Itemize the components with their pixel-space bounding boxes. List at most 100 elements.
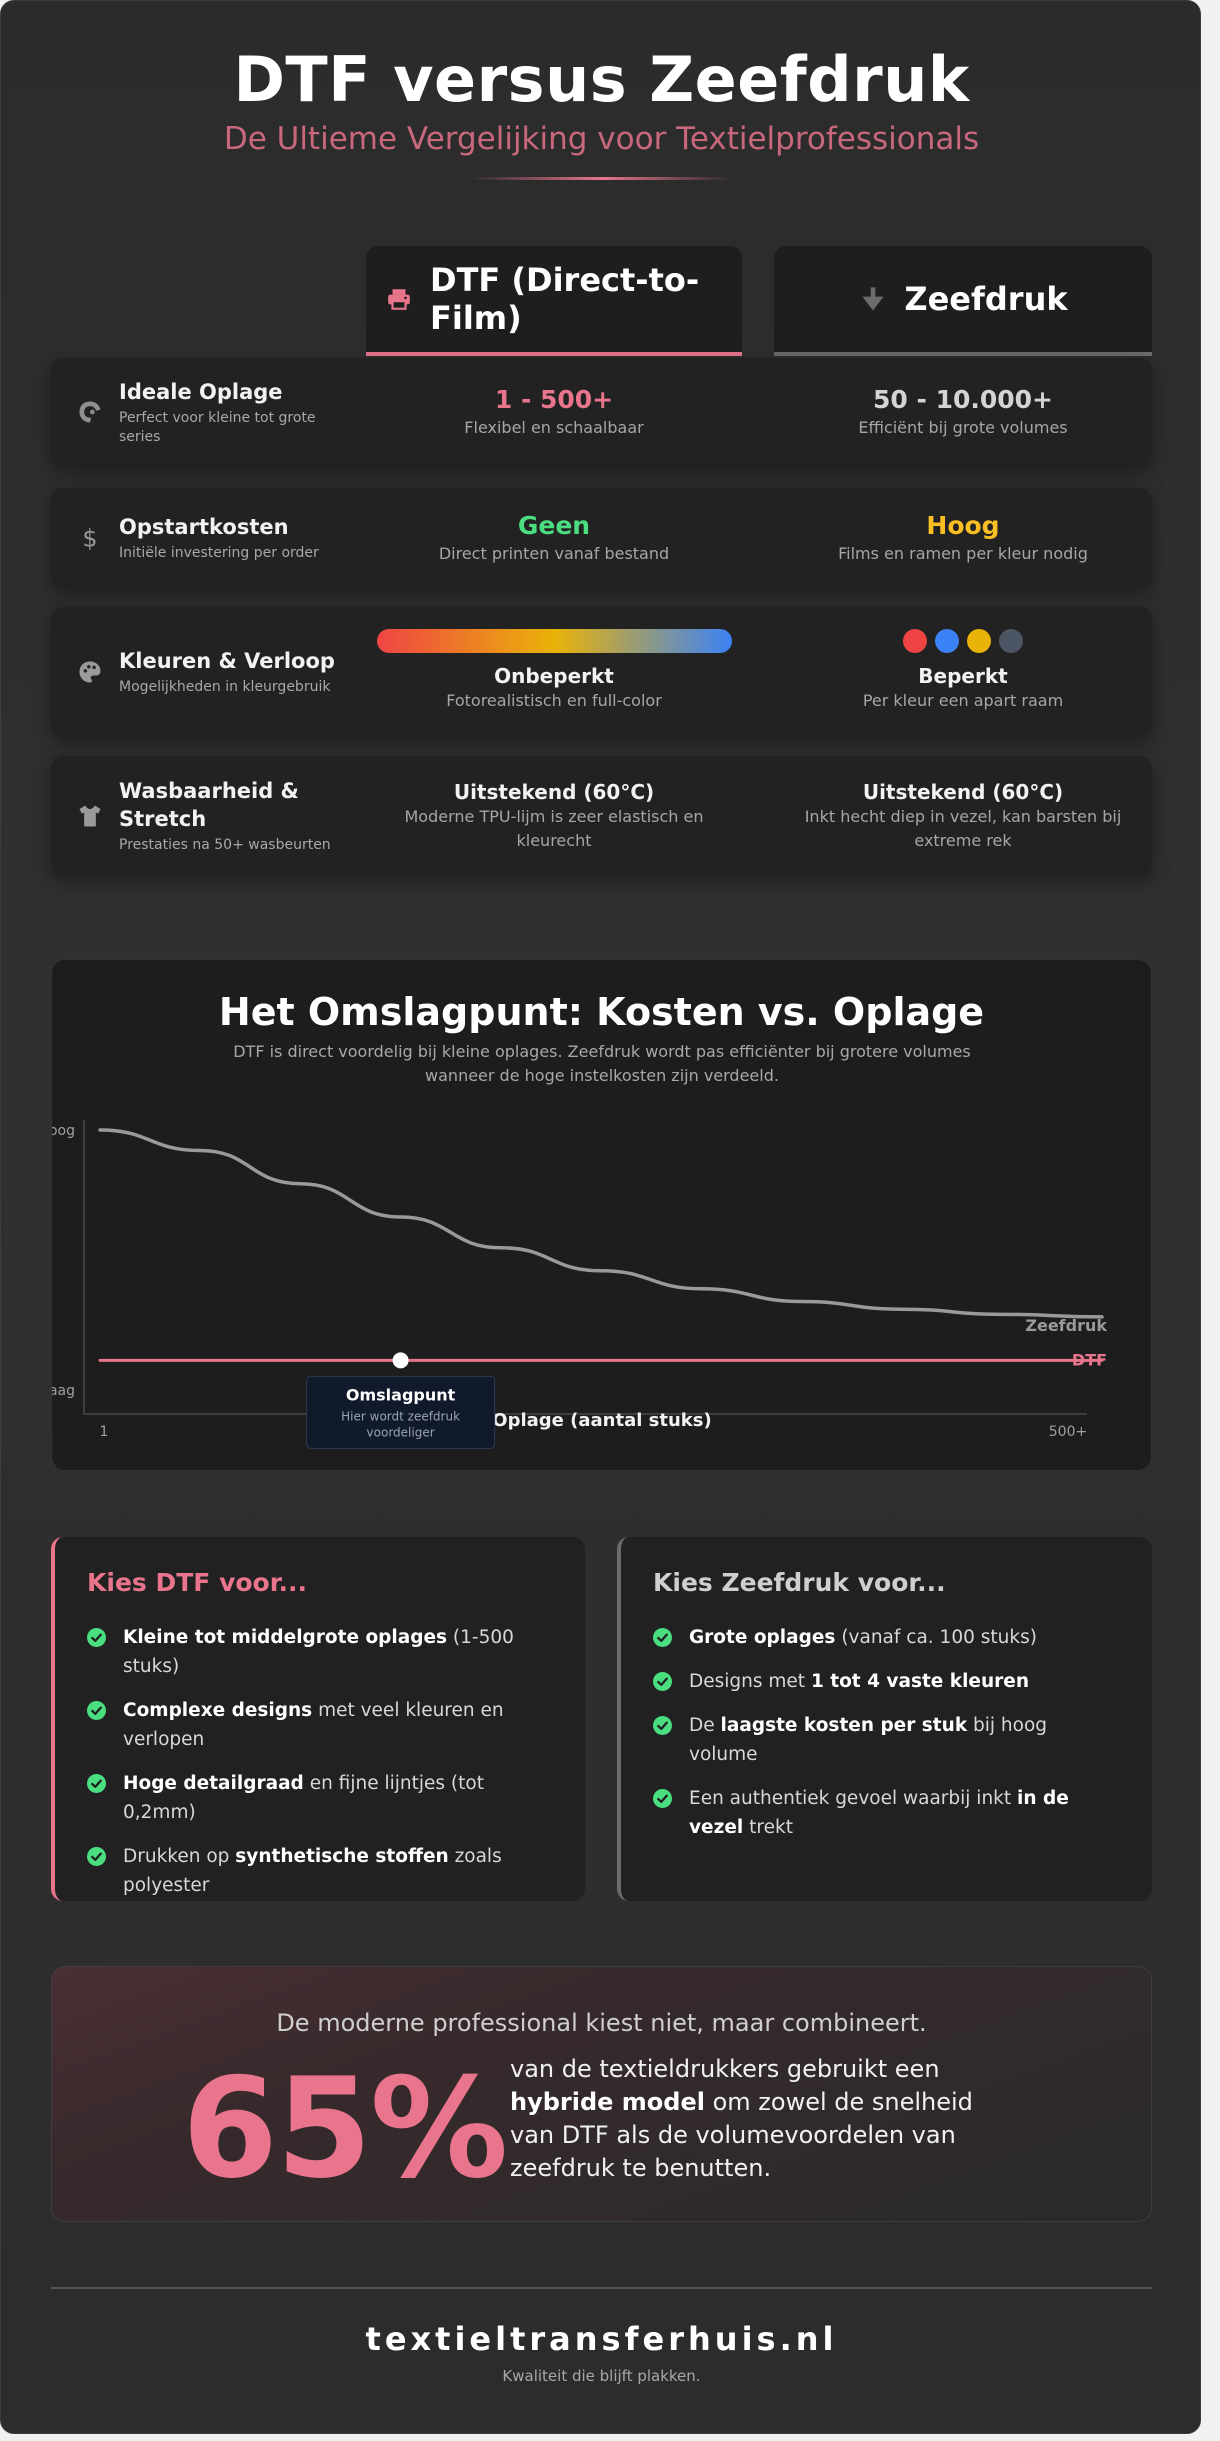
hero-header: DTF versus Zeefdruk De Ultieme Vergelijk…	[1, 41, 1200, 180]
item-text-rest: zoals polyester	[123, 1846, 502, 1896]
check-circle-icon	[87, 1628, 106, 1647]
item-text-pre: De	[689, 1715, 721, 1736]
check-circle-icon	[87, 1701, 106, 1720]
cost-chart-card: Het Omslagpunt: Kosten vs. Oplage DTF is…	[51, 959, 1152, 1471]
printer-icon	[384, 284, 414, 314]
stat-value: 65%	[182, 2048, 508, 2209]
check-circle-icon	[653, 1716, 672, 1735]
palette-icon	[75, 657, 105, 687]
zeefdruk-note: Films en ramen per kleur nodig	[838, 544, 1088, 563]
x-tick-label: 500+	[1049, 1424, 1087, 1440]
recommendation-item: Designs met 1 tot 4 vaste kleuren	[653, 1667, 1113, 1696]
recommendation-title-zeefdruk: Kies Zeefdruk voor...	[653, 1568, 946, 1597]
hybrid-stat-card: De moderne professional kiest niet, maar…	[51, 1966, 1152, 2222]
stat-text-bold: hybride model	[510, 2088, 705, 2116]
y-tick-label: Laag	[52, 1383, 75, 1399]
recommendation-item: Drukken op synthetische stoffen zoals po…	[87, 1842, 547, 1900]
full-color-gradient-bar	[376, 629, 732, 653]
item-text-rest: trekt	[743, 1817, 793, 1838]
comparison-row-opstartkosten: $ Opstartkosten Initiële investering per…	[51, 488, 1152, 588]
row-label: Wasbaarheid & Stretch	[119, 779, 299, 831]
dtf-note: Direct printen vanaf bestand	[438, 544, 670, 563]
zeefdruk-note: Per kleur een apart raam	[862, 691, 1064, 710]
column-header-zeefdruk: Zeefdruk	[774, 246, 1152, 356]
footer-brand: textieltransferhuis.nl	[365, 2320, 838, 2358]
annotation-title: Omslagpunt	[346, 1385, 456, 1404]
recommendation-card-zeefdruk: Kies Zeefdruk voor... Grote oplages (van…	[617, 1537, 1152, 1901]
item-text-rest: (vanaf ca. 100 stuks)	[835, 1627, 1037, 1648]
dtf-value: 1 - 500+	[494, 385, 614, 414]
zeefdruk-value: Beperkt	[918, 664, 1008, 688]
recommendation-list-zeefdruk: Grote oplages (vanaf ca. 100 stuks) Desig…	[653, 1623, 1113, 1857]
dollar-icon: $	[75, 523, 105, 553]
dtf-value: Uitstekend (60°C)	[453, 780, 655, 804]
dtf-note: Fotorealistisch en full-color	[446, 691, 662, 710]
item-text-bold: synthetische stoffen	[235, 1846, 449, 1867]
annotation-text: Hier wordt zeefdruk voordeliger	[341, 1409, 460, 1439]
stat-text-rest: om zowel de snelheid van DTF als de volu…	[510, 2088, 973, 2182]
svg-text:$: $	[82, 525, 97, 552]
row-description: Mogelijkheden in kleurgebruik	[119, 679, 331, 695]
color-dot-blue	[935, 629, 959, 653]
check-circle-icon	[653, 1628, 672, 1647]
comparison-row-wasbaarheid: Wasbaarheid & Stretch Prestaties na 50+ …	[51, 756, 1152, 876]
column-header-dtf: DTF (Direct-to-Film)	[366, 246, 742, 356]
comparison-row-kleuren: Kleuren & Verloop Mogelijkheden in kleur…	[51, 607, 1152, 737]
dtf-note: Moderne TPU-lijm is zeer elastisch en kl…	[404, 807, 704, 850]
check-circle-icon	[87, 1847, 106, 1866]
series-label-zeefdruk: Zeefdruk	[1025, 1316, 1107, 1335]
chart-subtitle: DTF is direct voordelig bij kleine oplag…	[233, 1042, 971, 1085]
zeefdruk-value: Hoog	[926, 511, 1000, 540]
item-text-bold: laagste kosten per stuk	[720, 1715, 968, 1736]
page-title: DTF versus Zeefdruk	[233, 43, 970, 116]
item-text-pre: Drukken op	[123, 1846, 236, 1867]
recommendation-item: Kleine tot middelgrote oplages (1-500 st…	[87, 1623, 547, 1681]
footer-tagline: Kwaliteit die blijft plakken.	[502, 2367, 701, 2385]
footer-divider	[51, 2287, 1152, 2289]
stat-text-pre: van de textieldrukkers gebruikt een	[510, 2055, 940, 2083]
row-label: Opstartkosten	[119, 515, 289, 539]
x-axis-label: Oplage (aantal stuks)	[492, 1410, 711, 1431]
footer: textieltransferhuis.nl Kwaliteit die bli…	[1, 2319, 1200, 2389]
item-text-bold: Hoge detailgraad	[123, 1773, 304, 1794]
recommendation-item: Complexe designs met veel kleuren en ver…	[87, 1696, 547, 1754]
item-text-pre: Een authentiek gevoel waarbij inkt	[689, 1788, 1018, 1809]
page-subtitle: De Ultieme Vergelijking voor Textielprof…	[223, 121, 980, 157]
series-line-zeefdruk	[98, 1128, 1104, 1319]
item-text-bold: 1 tot 4 vaste kleuren	[810, 1671, 1029, 1692]
dtf-value: Onbeperkt	[494, 664, 614, 688]
item-text-rest: met veel kleuren en verlopen	[123, 1700, 504, 1750]
recommendation-list-dtf: Kleine tot middelgrote oplages (1-500 st…	[87, 1623, 547, 1915]
color-dot-gray	[999, 629, 1023, 653]
zeefdruk-value: Uitstekend (60°C)	[862, 780, 1064, 804]
check-circle-icon	[87, 1774, 106, 1793]
zeefdruk-note: Efficiënt bij grote volumes	[858, 418, 1068, 437]
item-text-bold: Complexe designs	[123, 1700, 313, 1721]
recommendation-card-dtf: Kies DTF voor... Kleine tot middelgrote …	[51, 1537, 585, 1901]
recommendation-title-dtf: Kies DTF voor...	[87, 1568, 307, 1597]
omslagpunt-marker	[392, 1352, 409, 1369]
spot-color-dots	[903, 629, 1023, 653]
item-text-pre: Designs met	[689, 1671, 811, 1692]
x-tick-label: 1	[100, 1424, 109, 1440]
stat-text: van de textieldrukkers gebruikt een hybr…	[510, 2053, 990, 2185]
item-text-bold: Kleine tot middelgrote oplages	[123, 1627, 448, 1648]
y-tick-label: Hoog	[52, 1123, 75, 1139]
series-label-dtf: DTF	[1072, 1350, 1107, 1369]
annotation-box	[306, 1375, 496, 1449]
row-label: Ideale Oplage	[119, 379, 283, 404]
check-circle-icon	[653, 1672, 672, 1691]
column-title-zeefdruk: Zeefdruk	[904, 280, 1068, 318]
item-text-bold: in de vezel	[689, 1788, 1069, 1838]
item-text-rest: en fijne lijntjes (tot 0,2mm)	[123, 1773, 484, 1823]
color-dot-yellow	[967, 629, 991, 653]
title-divider	[471, 177, 732, 180]
recommendation-item: Hoge detailgraad en fijne lijntjes (tot …	[87, 1769, 547, 1827]
row-description: Initiële investering per order	[119, 545, 319, 561]
zeefdruk-value: 50 - 10.000+	[873, 385, 1053, 414]
recommendation-item: De laagste kosten per stuk bij hoog volu…	[653, 1711, 1113, 1769]
row-description: Prestaties na 50+ wasbeurten	[119, 837, 331, 853]
color-dot-red	[903, 629, 927, 653]
row-label: Kleuren & Verloop	[119, 649, 335, 673]
